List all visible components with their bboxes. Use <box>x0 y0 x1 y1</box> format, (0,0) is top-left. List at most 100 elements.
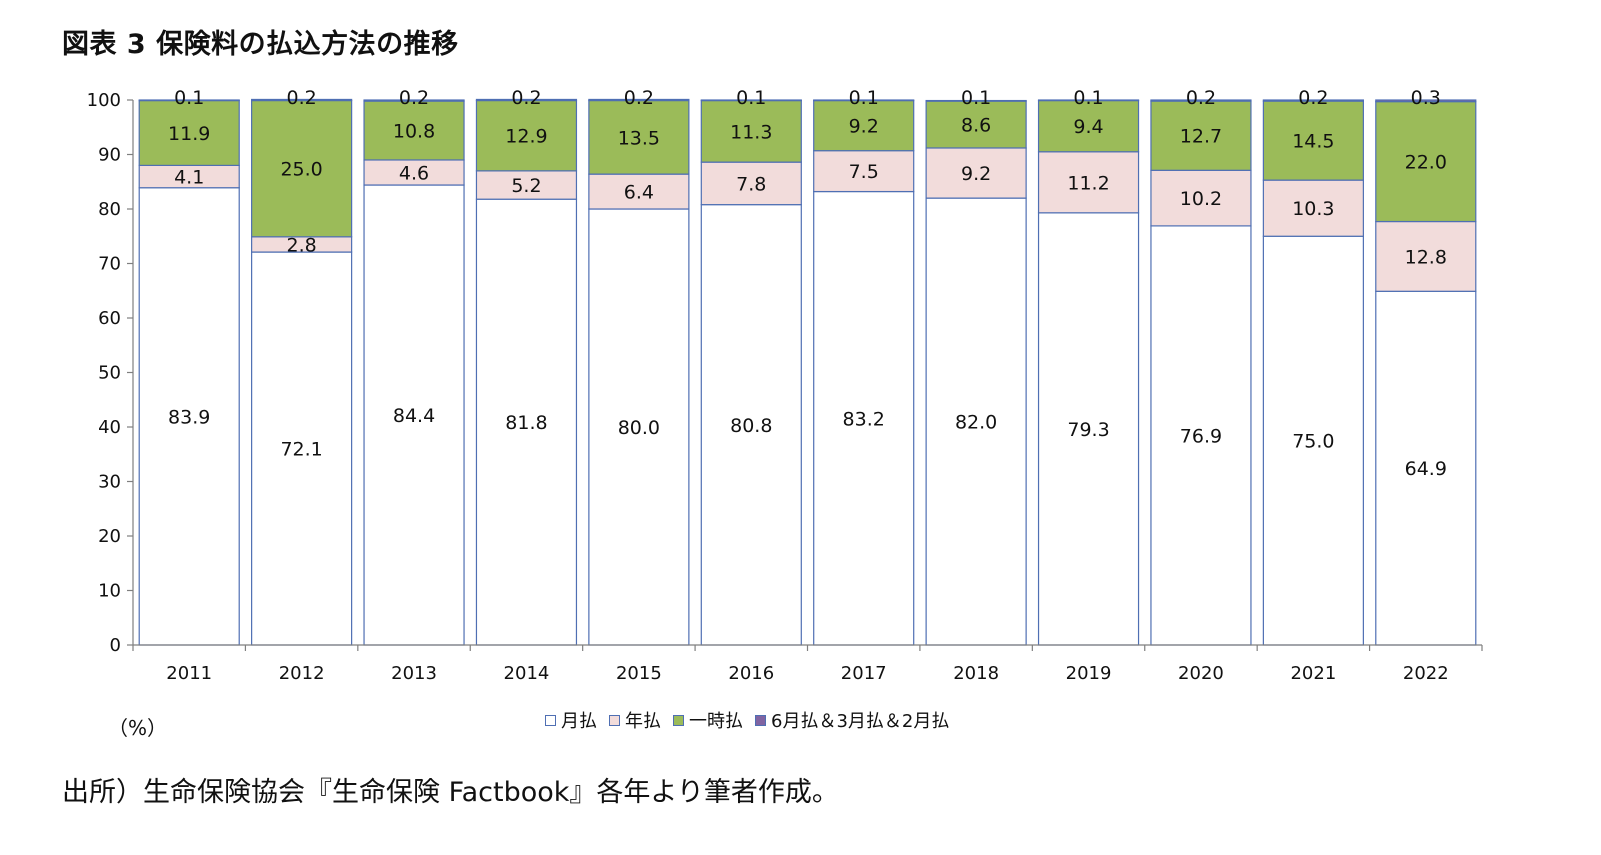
y-tick-label-50: 50 <box>98 363 121 384</box>
x-tick-label-2015: 2015 <box>616 663 662 684</box>
bar-segment-monthly-2012 <box>251 251 353 646</box>
bar-segment-other-2022 <box>1375 99 1477 103</box>
data-label-other-2014: 0.2 <box>511 87 541 109</box>
bar-segment-lump-2020 <box>1150 100 1252 171</box>
bar-segment-annual-2022 <box>1375 220 1477 292</box>
x-tick-label-2016: 2016 <box>728 663 774 684</box>
data-label-other-2021: 0.2 <box>1298 87 1328 109</box>
data-label-annual-2014: 5.2 <box>511 175 541 197</box>
bar-segment-other-2016 <box>700 99 802 102</box>
data-label-monthly-2014: 81.8 <box>505 412 547 434</box>
x-tick-label-2021: 2021 <box>1290 663 1336 684</box>
data-label-annual-2017: 7.5 <box>849 161 879 183</box>
legend-label-annual: 年払 <box>625 711 661 732</box>
data-label-lump-2020: 12.7 <box>1180 126 1222 148</box>
x-tick-label-2017: 2017 <box>841 663 887 684</box>
bar-segment-other-2012 <box>251 98 353 102</box>
data-label-monthly-2020: 76.9 <box>1180 425 1222 447</box>
y-tick-label-40: 40 <box>98 417 121 438</box>
source-note: 出所）生命保険協会『生命保険 Factbook』各年より筆者作成。 <box>62 777 839 808</box>
y-tick-label-100: 100 <box>87 90 121 111</box>
legend-label-lump: 一時払 <box>689 711 743 732</box>
data-label-other-2011: 0.1 <box>174 87 204 109</box>
bar-segment-monthly-2011 <box>138 187 240 646</box>
data-label-monthly-2013: 84.4 <box>393 405 435 427</box>
data-label-other-2016: 0.1 <box>736 87 766 109</box>
y-tick-label-80: 80 <box>98 199 121 220</box>
data-label-annual-2020: 10.2 <box>1180 188 1222 210</box>
legend-label-monthly: 月払 <box>561 711 597 732</box>
bar-segment-annual-2016 <box>700 161 802 206</box>
data-label-other-2012: 0.2 <box>287 87 317 109</box>
bar-segment-other-2019 <box>1037 99 1140 102</box>
data-label-annual-2012: 2.8 <box>287 234 317 256</box>
data-label-lump-2018: 8.6 <box>961 115 991 137</box>
data-label-monthly-2022: 64.9 <box>1405 458 1447 480</box>
bar-segment-lump-2021 <box>1262 100 1364 181</box>
x-tick-label-2022: 2022 <box>1403 663 1449 684</box>
data-label-annual-2019: 11.2 <box>1067 172 1109 194</box>
bar-segment-lump-2012 <box>251 99 353 238</box>
y-tick-label-10: 10 <box>98 581 121 602</box>
bar-segment-other-2013 <box>363 99 465 102</box>
data-label-lump-2012: 25.0 <box>280 159 322 181</box>
data-label-other-2022: 0.3 <box>1411 87 1441 109</box>
legend-swatch-annual <box>609 714 620 726</box>
bar-segment-monthly-2016 <box>700 204 802 646</box>
bar-segment-annual-2018 <box>925 147 1027 199</box>
bar-segment-monthly-2013 <box>363 184 465 646</box>
bar-segment-monthly-2015 <box>588 208 690 646</box>
bar-segment-lump-2013 <box>363 100 465 161</box>
data-label-monthly-2017: 83.2 <box>843 408 885 430</box>
stacked-bar-chart: 0 10 20 30 40 50 60 70 80 90 100 2011 2012 2013 2014 20… <box>87 87 1483 684</box>
x-tick-label-2011: 2011 <box>166 663 212 684</box>
data-label-annual-2022: 12.8 <box>1405 246 1447 268</box>
data-label-lump-2011: 11.9 <box>168 123 210 145</box>
legend-item-monthly: 月払 <box>545 707 597 733</box>
data-label-monthly-2011: 83.9 <box>168 406 210 428</box>
bar-segment-lump-2016 <box>700 99 802 163</box>
bar-segment-lump-2011 <box>138 99 240 167</box>
data-label-monthly-2016: 80.8 <box>730 415 772 437</box>
bar-segment-other-2015 <box>588 98 690 102</box>
bar-segment-monthly-2021 <box>1262 235 1364 646</box>
data-label-lump-2021: 14.5 <box>1292 131 1334 153</box>
data-label-monthly-2015: 80.0 <box>618 417 660 439</box>
chart-title: 図表 3 保険料の払込方法の推移 <box>62 29 459 60</box>
legend-swatch-monthly <box>545 714 556 726</box>
bar-segment-lump-2014 <box>475 99 578 172</box>
bar-segment-monthly-2022 <box>1375 290 1477 646</box>
bar-segment-other-2014 <box>475 98 578 102</box>
data-label-lump-2022: 22.0 <box>1405 152 1447 174</box>
data-label-monthly-2012: 72.1 <box>280 439 322 461</box>
unit-label: （%） <box>108 716 168 740</box>
data-label-monthly-2018: 82.0 <box>955 412 997 434</box>
legend-item-lump: 一時払 <box>673 707 743 733</box>
data-label-other-2017: 0.1 <box>849 87 879 109</box>
bar-segment-other-2017 <box>813 99 915 102</box>
bar-segment-other-2011 <box>138 99 240 102</box>
data-label-annual-2021: 10.3 <box>1292 198 1334 220</box>
bar-segment-lump-2019 <box>1037 99 1140 153</box>
data-label-monthly-2019: 79.3 <box>1067 419 1109 441</box>
data-label-other-2018: 0.1 <box>961 87 991 109</box>
data-label-monthly-2021: 75.0 <box>1292 431 1334 453</box>
x-tick-label-2020: 2020 <box>1178 663 1224 684</box>
data-label-annual-2015: 6.4 <box>624 182 654 204</box>
x-tick-label-2019: 2019 <box>1066 663 1112 684</box>
y-tick-label-30: 30 <box>98 472 121 493</box>
bar-segment-annual-2019 <box>1037 151 1140 214</box>
legend-label-other: 6月払＆3月払＆2月払 <box>771 711 950 732</box>
y-tick-label-60: 60 <box>98 308 121 329</box>
data-label-other-2015: 0.2 <box>624 87 654 109</box>
data-label-lump-2015: 13.5 <box>618 127 660 149</box>
data-label-other-2020: 0.2 <box>1186 87 1216 109</box>
bar-segment-annual-2014 <box>475 170 578 200</box>
bar-segment-other-2020 <box>1150 99 1252 102</box>
bar-segment-monthly-2014 <box>475 198 578 646</box>
bar-segment-annual-2015 <box>588 173 690 210</box>
x-tick-label-2018: 2018 <box>953 663 999 684</box>
data-label-lump-2019: 9.4 <box>1073 116 1103 138</box>
legend-item-other: 6月払＆3月払＆2月払 <box>755 707 949 733</box>
data-label-other-2019: 0.1 <box>1073 87 1103 109</box>
